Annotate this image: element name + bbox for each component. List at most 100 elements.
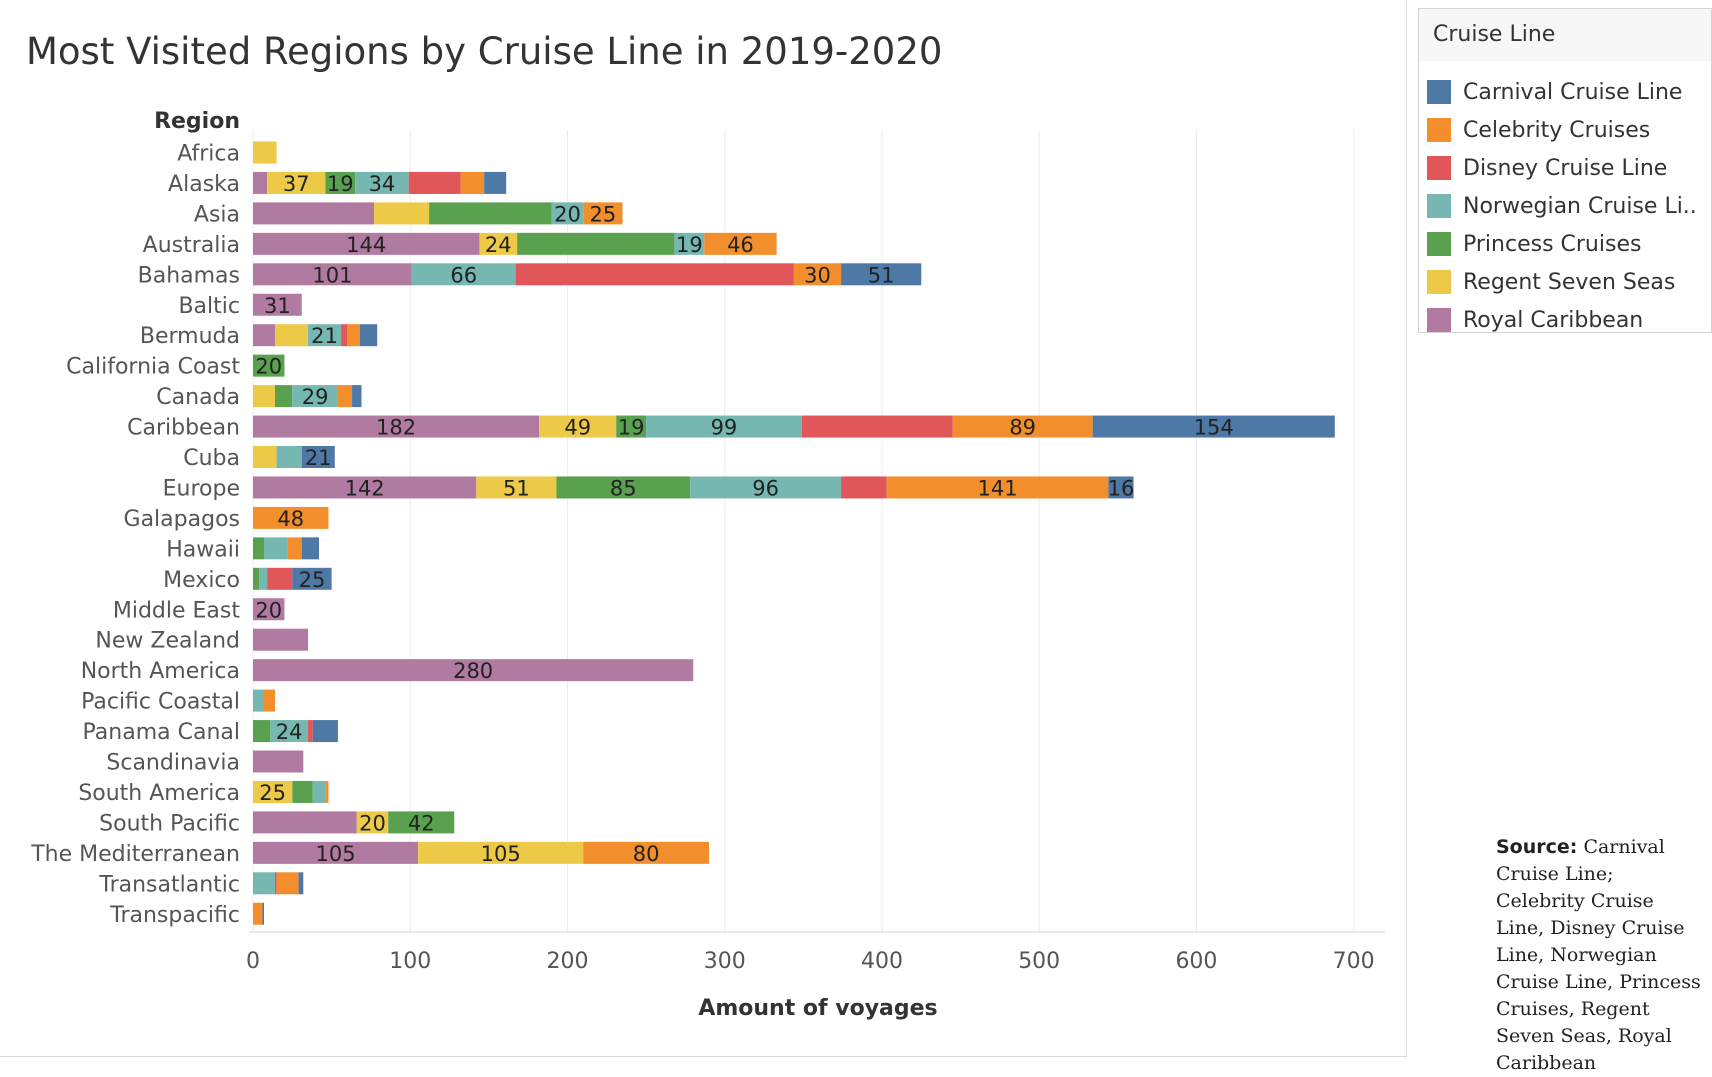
x-tick-label: 700 xyxy=(1333,949,1375,974)
bar-segment xyxy=(292,780,313,803)
bar-segment xyxy=(484,171,507,194)
data-label: 21 xyxy=(311,324,338,348)
category-label: Caribbean xyxy=(127,416,240,441)
category-label: Baltic xyxy=(178,294,240,319)
x-tick-label: 100 xyxy=(389,949,431,974)
category-label: Africa xyxy=(177,142,240,167)
legend-label: Celebrity Cruises xyxy=(1463,117,1651,143)
bar-segment xyxy=(408,171,461,194)
data-label: 96 xyxy=(752,476,779,500)
data-label: 89 xyxy=(1009,416,1036,440)
data-label: 25 xyxy=(259,781,286,805)
data-label: 154 xyxy=(1194,416,1234,440)
bar-segment xyxy=(539,415,617,438)
legend-label: Disney Cruise Line xyxy=(1463,155,1668,181)
bar-segment xyxy=(704,232,777,255)
legend-item[interactable]: Regent Seven Seas xyxy=(1427,263,1675,301)
legend-item[interactable]: Celebrity Cruises xyxy=(1427,111,1650,149)
category-label: Scandinavia xyxy=(106,751,240,776)
bar-segment xyxy=(253,780,293,803)
category-label: The Mediterranean xyxy=(30,842,240,867)
source-note: Source: Carnival Cruise Line; Celebrity … xyxy=(1496,834,1706,1077)
bar-segment xyxy=(253,537,265,560)
x-axis-title: Amount of voyages xyxy=(698,996,937,1021)
bar-segment xyxy=(253,385,276,408)
data-label: 48 xyxy=(277,507,304,531)
bar-segment xyxy=(551,202,584,225)
data-label: 105 xyxy=(481,842,521,866)
bar-segment xyxy=(841,263,922,286)
legend-item[interactable]: Royal Caribbean xyxy=(1427,301,1643,339)
bar-segment xyxy=(253,567,260,590)
bar-segment xyxy=(517,232,675,255)
category-label: Middle East xyxy=(113,598,241,623)
bar-segment xyxy=(253,476,477,499)
x-tick-label: 400 xyxy=(861,949,903,974)
bar-segment xyxy=(264,689,276,712)
bar-segment xyxy=(253,841,419,864)
data-label: 142 xyxy=(345,476,385,500)
bar-segment xyxy=(479,232,518,255)
source-label: Source: xyxy=(1496,836,1578,858)
data-label: 19 xyxy=(327,172,354,196)
legend[interactable]: Cruise Line Carnival Cruise Line Celebrit… xyxy=(1418,8,1712,333)
category-label: Transatlantic xyxy=(98,872,240,897)
data-label: 19 xyxy=(618,416,645,440)
data-label: 25 xyxy=(589,202,616,226)
bar-segment xyxy=(556,476,691,499)
bar-segment xyxy=(275,324,309,347)
category-label: Bahamas xyxy=(138,263,240,288)
data-label: 20 xyxy=(255,355,282,379)
bar-segment xyxy=(801,415,953,438)
data-label: 42 xyxy=(408,811,435,835)
legend-swatch xyxy=(1427,194,1451,218)
bar-segment xyxy=(515,263,794,286)
category-label: South Pacific xyxy=(99,811,240,836)
bar-segment xyxy=(690,476,842,499)
data-label: 24 xyxy=(485,233,512,257)
bar-segment xyxy=(886,476,1109,499)
bar-segment xyxy=(253,141,277,164)
source-text: Carnival Cruise Line; Celebrity Cruise L… xyxy=(1496,836,1701,1074)
bar-segment xyxy=(388,811,455,834)
legend-item[interactable]: Disney Cruise Line xyxy=(1427,149,1667,187)
bar-segment xyxy=(1108,476,1134,499)
bar-segment xyxy=(267,171,326,194)
legend-swatch xyxy=(1427,270,1451,294)
legend-item[interactable]: Carnival Cruise Line xyxy=(1427,73,1682,111)
data-label: 141 xyxy=(977,476,1017,500)
bar-segment xyxy=(253,811,357,834)
bar-segment xyxy=(287,537,302,560)
bar-segment xyxy=(418,841,584,864)
x-tick-label: 500 xyxy=(1018,949,1060,974)
legend-swatch xyxy=(1427,308,1451,332)
category-label: Pacific Coastal xyxy=(81,690,240,715)
bar-segment xyxy=(616,415,647,438)
data-label: 30 xyxy=(804,263,831,287)
bar-segment xyxy=(359,324,378,347)
data-label: 37 xyxy=(283,172,310,196)
bar-segment xyxy=(253,354,285,377)
x-tick-label: 600 xyxy=(1175,949,1217,974)
x-tick-label: 200 xyxy=(546,949,588,974)
bar-segment xyxy=(325,780,329,803)
data-label: 49 xyxy=(564,416,591,440)
data-label: 46 xyxy=(727,233,754,257)
legend-item[interactable]: Princess Cruises xyxy=(1427,225,1641,263)
bar-segment xyxy=(301,446,335,468)
category-label: Galapagos xyxy=(124,507,240,532)
data-label: 24 xyxy=(276,720,303,744)
bar-segment xyxy=(952,415,1093,438)
category-label: Canada xyxy=(156,385,240,410)
category-label: New Zealand xyxy=(95,629,240,654)
legend-label: Norwegian Cruise Li.. xyxy=(1463,193,1697,219)
data-label: 16 xyxy=(1108,476,1135,500)
category-label: Asia xyxy=(194,202,240,227)
legend-label: Royal Caribbean xyxy=(1463,307,1644,333)
category-label: California Coast xyxy=(66,355,240,380)
bar-segment xyxy=(264,537,288,560)
bar-segment xyxy=(308,324,342,347)
legend-item[interactable]: Norwegian Cruise Li.. xyxy=(1427,187,1697,225)
bar-segment xyxy=(337,385,353,408)
bar-chart: Region Amount of voyages 0 100 200 300 400 500 6… xyxy=(30,109,1385,1021)
